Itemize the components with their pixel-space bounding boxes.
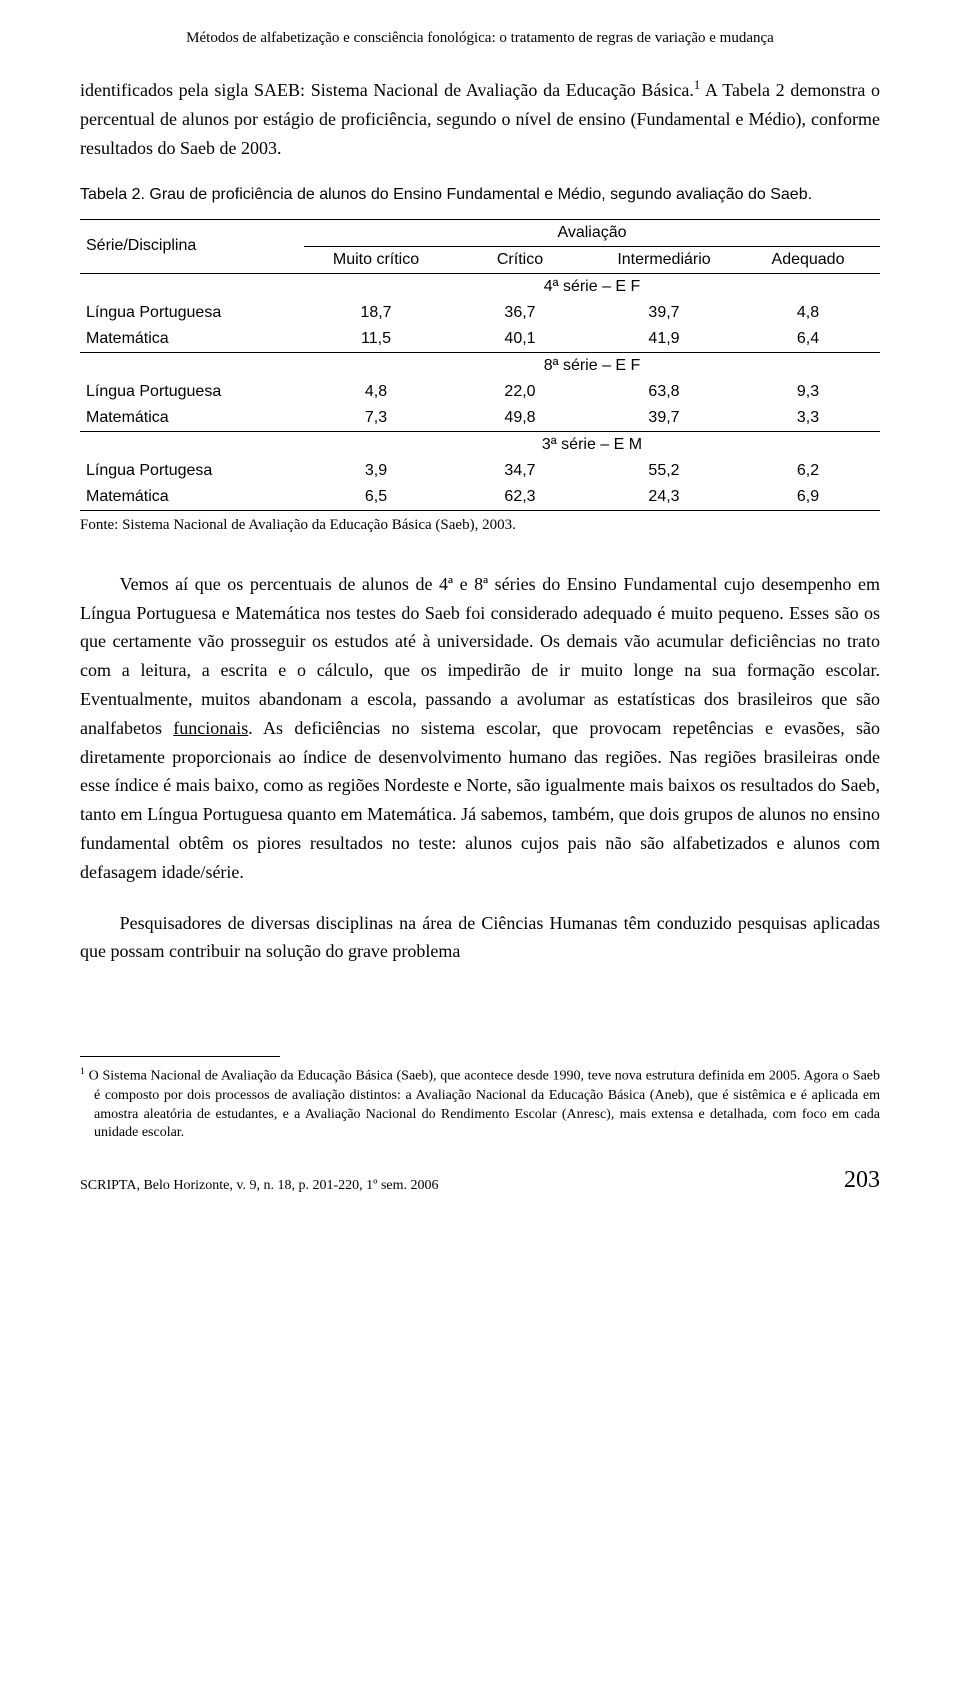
- table-row: Língua Portuguesa: [80, 300, 304, 326]
- table-cell: 40,1: [448, 326, 592, 353]
- table-col-0: Muito crítico: [304, 246, 448, 273]
- footer-citation: SCRIPTA, Belo Horizonte, v. 9, n. 18, p.…: [80, 1178, 439, 1194]
- table-cell: 6,5: [304, 484, 448, 511]
- table-title: Tabela 2. Grau de proficiência de alunos…: [80, 184, 880, 206]
- table-cell: 6,9: [736, 484, 880, 511]
- table-col-2: Intermediário: [592, 246, 736, 273]
- table-cell: 11,5: [304, 326, 448, 353]
- table-cell: 49,8: [448, 405, 592, 432]
- table-cell: 6,2: [736, 458, 880, 484]
- table-cell: 63,8: [592, 379, 736, 405]
- paragraph-3: Pesquisadores de diversas disciplinas na…: [80, 909, 880, 967]
- page-number: 203: [844, 1167, 880, 1194]
- table-cell: 36,7: [448, 300, 592, 326]
- page-footer: SCRIPTA, Belo Horizonte, v. 9, n. 18, p.…: [80, 1167, 880, 1194]
- table-cell: 39,7: [592, 405, 736, 432]
- proficiency-table: Série/Disciplina Avaliação Muito crítico…: [80, 219, 880, 511]
- table-cell: 62,3: [448, 484, 592, 511]
- table-row: Matemática: [80, 326, 304, 353]
- table-cell: 22,0: [448, 379, 592, 405]
- table-cell: 4,8: [304, 379, 448, 405]
- running-header: Métodos de alfabetização e consciência f…: [80, 30, 880, 47]
- table-cell: 4,8: [736, 300, 880, 326]
- table-cell: 7,3: [304, 405, 448, 432]
- footnote-rule: [80, 1056, 280, 1057]
- footnote-1: 1 O Sistema Nacional de Avaliação da Edu…: [80, 1065, 880, 1143]
- table-col-1: Crítico: [448, 246, 592, 273]
- table-section-2-label: 3ª série – E M: [304, 431, 880, 458]
- table-cell: 3,3: [736, 405, 880, 432]
- table-cell: 41,9: [592, 326, 736, 353]
- table-row: Língua Portugesa: [80, 458, 304, 484]
- table-header-group: Avaliação: [304, 219, 880, 246]
- paragraph-2: Vemos aí que os percentuais de alunos de…: [80, 570, 880, 887]
- table-header-left: Série/Disciplina: [80, 219, 304, 273]
- table-row: Matemática: [80, 405, 304, 432]
- table-cell: 55,2: [592, 458, 736, 484]
- table-cell: 3,9: [304, 458, 448, 484]
- table-row: Língua Portuguesa: [80, 379, 304, 405]
- table-cell: 18,7: [304, 300, 448, 326]
- paragraph-1: identificados pela sigla SAEB: Sistema N…: [80, 75, 880, 162]
- table-source: Fonte: Sistema Nacional de Avaliação da …: [80, 517, 880, 534]
- table-row: Matemática: [80, 484, 304, 511]
- table-section-0-label: 4ª série – E F: [304, 273, 880, 300]
- table-cell: 39,7: [592, 300, 736, 326]
- table-cell: 6,4: [736, 326, 880, 353]
- table-cell: 34,7: [448, 458, 592, 484]
- table-section-1-label: 8ª série – E F: [304, 352, 880, 379]
- table-col-3: Adequado: [736, 246, 880, 273]
- table-cell: 9,3: [736, 379, 880, 405]
- table-cell: 24,3: [592, 484, 736, 511]
